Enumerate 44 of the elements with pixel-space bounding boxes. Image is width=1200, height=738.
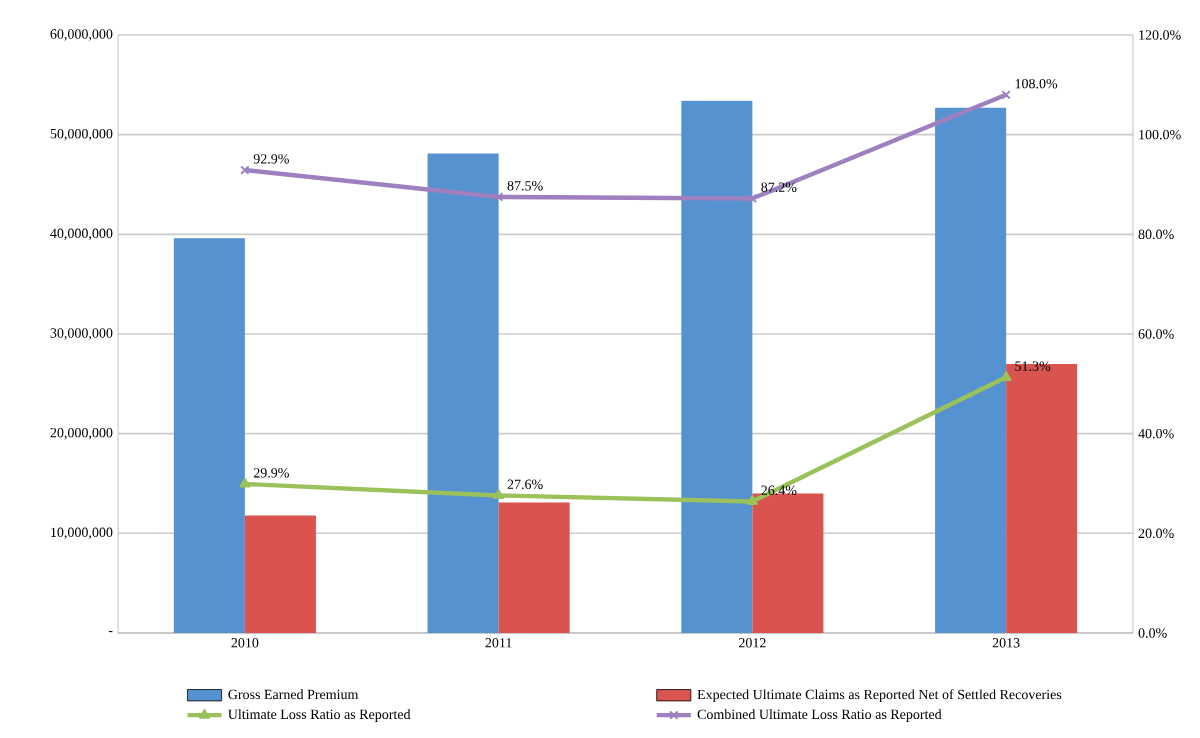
bar	[173, 238, 245, 633]
y-tick-label: 50,000,000	[50, 128, 113, 141]
y-tick-label: 10,000,000	[51, 527, 113, 540]
data-label: 87.5%	[507, 181, 543, 191]
data-label: 108.0%	[1015, 78, 1058, 89]
y2-tick-label: 120.0%	[1139, 30, 1181, 40]
point	[1001, 90, 1011, 100]
legend-label: Ultimate Loss Ratio as Reported	[228, 709, 411, 722]
y-tick-label: 20,000,000	[50, 427, 113, 440]
y2-tick-label: 100.0%	[1139, 129, 1181, 140]
y2-tick-label: 0.0%	[1138, 628, 1167, 638]
data-label: 29.9%	[253, 468, 289, 478]
data-label: 87.2%	[761, 182, 797, 193]
x-tick-label: 2011	[485, 638, 512, 648]
bar	[752, 493, 824, 633]
y-tick-label: 40,000,000	[50, 228, 113, 241]
bar	[244, 515, 316, 633]
point	[493, 489, 505, 500]
point	[493, 192, 504, 202]
bar	[427, 153, 499, 633]
y-tick-label: 30,000,000	[50, 328, 113, 340]
y2-tick-label: 80.0%	[1138, 229, 1174, 240]
bar	[935, 107, 1007, 633]
point	[747, 193, 758, 204]
y2-tick-label: 60.0%	[1138, 329, 1174, 339]
x-tick-label: 2012	[739, 638, 766, 648]
y2-tick-label: 40.0%	[1138, 428, 1174, 439]
legend-label: Gross Earned Premium	[228, 689, 359, 700]
point	[239, 477, 251, 488]
legend-label: Expected Ultimate Claims as Reported Net of Settled Recoveries	[697, 689, 1062, 703]
data-label: 27.6%	[507, 479, 543, 490]
point	[240, 165, 250, 175]
y-tick-label: 60,000,000	[50, 29, 113, 41]
x-tick-label: 2010	[231, 638, 259, 648]
x-tick-label: 2013	[992, 638, 1020, 648]
data-label: 51.3%	[1015, 361, 1051, 371]
bar	[681, 100, 753, 633]
bar	[1006, 363, 1078, 633]
point	[746, 495, 758, 506]
y-tick-label: -	[108, 631, 113, 633]
y2-tick-label: 20.0%	[1138, 528, 1174, 539]
legend-label: Combined Ultimate Loss Ratio as Reported	[697, 709, 942, 722]
data-label: 92.9%	[253, 154, 289, 164]
bar	[498, 502, 570, 633]
